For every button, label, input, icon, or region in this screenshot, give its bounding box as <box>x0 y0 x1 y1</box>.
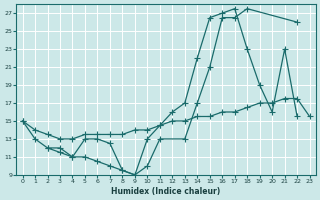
X-axis label: Humidex (Indice chaleur): Humidex (Indice chaleur) <box>111 187 221 196</box>
